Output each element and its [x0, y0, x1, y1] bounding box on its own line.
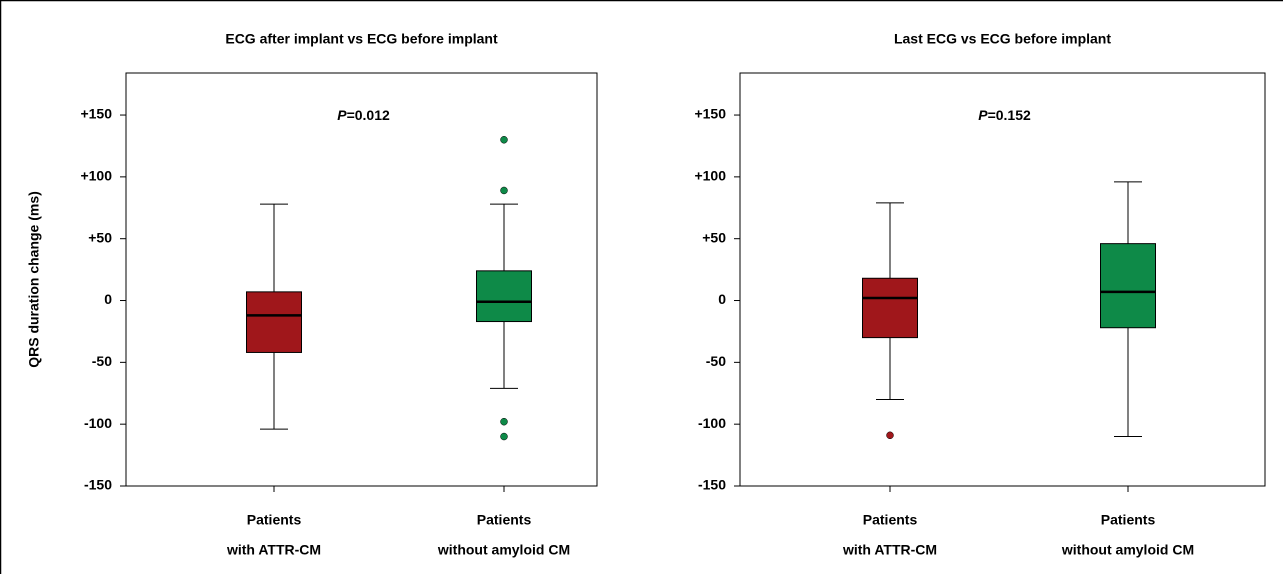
y-axis-label: QRS duration change (ms): [26, 191, 42, 368]
chart-title: ECG after implant vs ECG before implant: [225, 31, 498, 47]
outlier: [886, 431, 894, 440]
x-tick-label: Patients: [863, 512, 918, 528]
x-tick-label: Patients: [247, 512, 302, 528]
x-tick-label: without amyloid CM: [1061, 542, 1194, 558]
x-tick-label: Patients: [477, 512, 532, 528]
x-tick-label: with ATTR-CM: [842, 542, 937, 558]
p-value-annotation: P=0.012: [337, 107, 390, 123]
y-tick-label: -50: [92, 353, 112, 369]
plot-frame: [125, 72, 598, 487]
y-tick-label: +50: [702, 229, 726, 245]
chart-title: Last ECG vs ECG before implant: [894, 31, 1111, 47]
y-tick-label: -50: [706, 353, 726, 369]
box: [862, 277, 918, 339]
outlier: [500, 417, 508, 426]
outlier: [500, 432, 508, 441]
y-tick-label: 0: [104, 291, 112, 307]
y-tick-label: -100: [84, 415, 112, 431]
y-tick-label: +100: [80, 168, 112, 184]
annotation-part: P: [978, 107, 988, 123]
box: [476, 270, 532, 323]
y-tick-label: -150: [84, 477, 112, 493]
box: [246, 291, 302, 353]
y-tick-label: +100: [694, 168, 726, 184]
annotation-part: =0.152: [988, 107, 1031, 123]
x-tick-label: Patients: [1101, 512, 1156, 528]
p-value-annotation: P=0.152: [978, 107, 1031, 123]
box: [1100, 243, 1156, 329]
y-tick-label: -150: [698, 477, 726, 493]
annotation-part: =0.012: [347, 107, 390, 123]
y-tick-label: +150: [694, 106, 726, 122]
x-tick-label: with ATTR-CM: [226, 542, 321, 558]
y-tick-label: +50: [88, 229, 112, 245]
outlier: [500, 186, 508, 195]
outlier: [500, 136, 508, 144]
plot-frame: [739, 72, 1266, 487]
annotation-part: P: [337, 107, 347, 123]
y-tick-label: -100: [698, 415, 726, 431]
x-tick-label: without amyloid CM: [437, 542, 570, 558]
y-tick-label: 0: [718, 291, 726, 307]
y-tick-label: +150: [80, 106, 112, 122]
